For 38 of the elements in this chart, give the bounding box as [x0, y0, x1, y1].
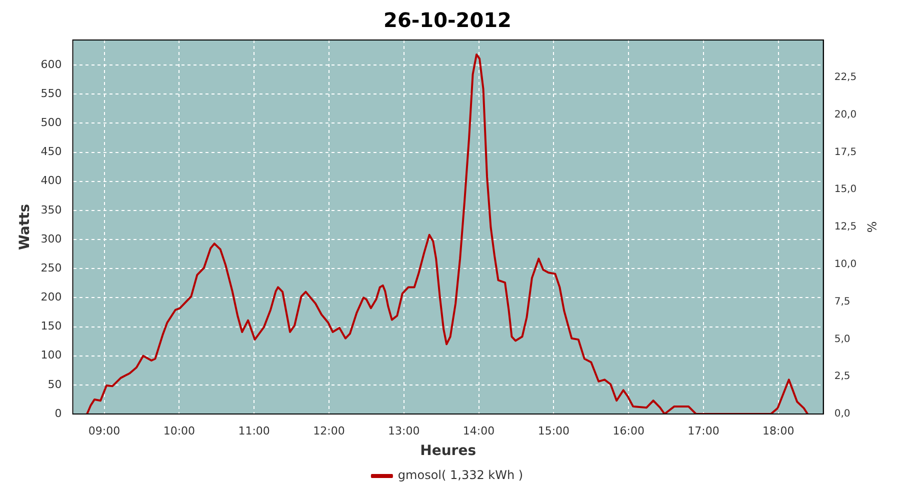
y-tick-label: 150: [40, 320, 62, 333]
y2-tick-label: 15,0: [834, 184, 857, 196]
y2-tick-label: 12,5: [834, 222, 857, 233]
x-tick-label: 14:00: [462, 424, 495, 438]
x-axis-title: Heures: [420, 443, 476, 460]
y2-axis-title: %: [864, 221, 879, 233]
x-tick-label: 10:00: [163, 424, 196, 438]
x-tick-label: 13:00: [388, 424, 420, 438]
y2-tick-label: 0,0: [834, 408, 850, 420]
y2-tick-label: 20,0: [834, 109, 857, 120]
y-tick-label: 350: [40, 203, 62, 216]
y-axis-title: Watts: [17, 204, 34, 250]
legend-label: gmosol( 1,332 kWh ): [398, 468, 524, 482]
y-tick-label: 200: [40, 290, 62, 304]
x-tick-label: 12:00: [313, 424, 345, 438]
x-tick-label: 11:00: [238, 424, 270, 438]
y-tick-label: 250: [40, 261, 62, 274]
y-tick-label: 550: [40, 86, 62, 100]
y-tick-label: 100: [40, 348, 62, 362]
y2-tick-label: 22,5: [834, 72, 857, 83]
x-tick-label: 18:00: [762, 424, 794, 438]
y-tick-label: 450: [40, 145, 62, 158]
chart-title: 26-10-2012: [384, 8, 512, 32]
y-tick-label: 600: [40, 58, 62, 71]
y2-tick-label: 10,0: [834, 258, 857, 270]
y-tick-label: 0: [54, 406, 62, 420]
y-tick-label: 400: [40, 174, 62, 188]
y2-tick-label: 5,0: [834, 334, 850, 345]
y-tick-label: 50: [48, 378, 62, 391]
y2-tick-label: 17,5: [834, 146, 857, 158]
x-tick-label: 09:00: [88, 424, 120, 438]
x-tick-label: 17:00: [688, 424, 720, 438]
y2-tick-label: 2,5: [834, 371, 850, 382]
y-tick-label: 300: [40, 232, 62, 246]
x-tick-label: 16:00: [612, 424, 644, 438]
y2-tick-label: 7,5: [834, 296, 850, 308]
y-tick-label: 500: [40, 116, 62, 130]
x-tick-label: 15:00: [538, 424, 570, 438]
